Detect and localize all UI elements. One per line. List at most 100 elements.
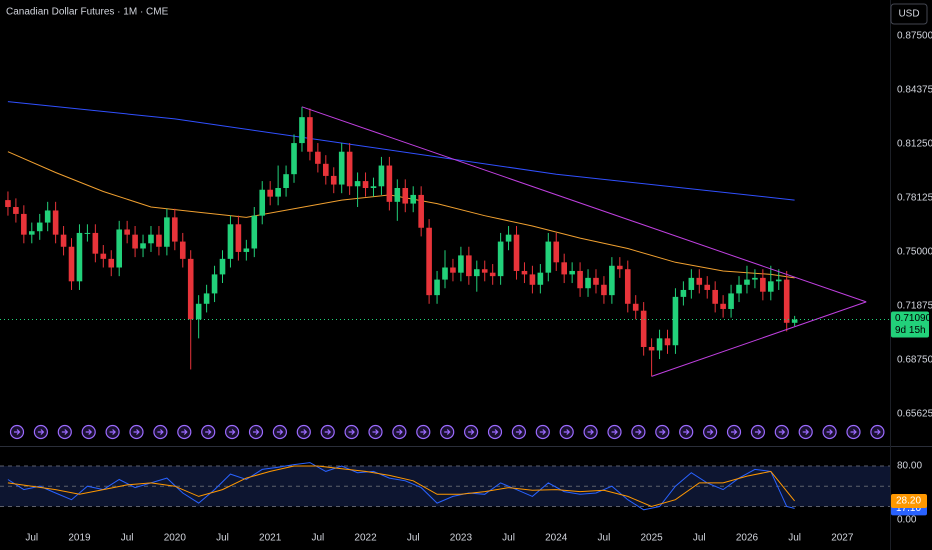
candle-body [354, 181, 361, 187]
candle-body [275, 188, 281, 197]
candle-body [672, 296, 679, 346]
candle-body [466, 255, 472, 277]
candle-body [728, 293, 734, 309]
candle-body [553, 241, 560, 263]
event-arrow [372, 429, 379, 435]
candle-body [561, 262, 567, 275]
event-arrow [826, 429, 833, 435]
countdown-label: 9d 15h [895, 325, 926, 336]
candle-body [744, 279, 750, 285]
candle-body [346, 151, 353, 187]
event-arrow [253, 429, 260, 435]
trend-line [301, 106, 867, 303]
candle-body [338, 151, 345, 185]
event-arrow [515, 429, 523, 435]
x-tick-label: Jul [25, 533, 38, 544]
candle-body [648, 346, 655, 351]
candle-body [585, 277, 591, 289]
candle-body [577, 270, 583, 289]
candle-body [760, 277, 766, 292]
candle-body [450, 267, 456, 273]
event-arrow [324, 429, 332, 435]
candle-body [386, 165, 393, 202]
event-arrow [109, 429, 116, 435]
candle-body [267, 189, 273, 197]
candle-body [529, 274, 536, 285]
candle-body [434, 279, 440, 296]
candle-body [140, 243, 146, 249]
candle-body [187, 258, 194, 320]
event-arrow [874, 429, 881, 435]
candle-body [315, 151, 321, 164]
candle-body [370, 186, 377, 189]
x-tick-label: 2024 [545, 533, 568, 544]
candle-body [259, 189, 266, 216]
event-arrow [754, 429, 762, 435]
candle-body [179, 241, 186, 259]
candle-body [60, 234, 67, 247]
event-arrow [850, 429, 857, 435]
chart-title: Canadian Dollar Futures · 1M · CME [6, 7, 169, 18]
y-tick-label: 0.87500 [897, 31, 932, 42]
candle-body [768, 281, 774, 292]
candle-body [211, 274, 218, 294]
candle-body [545, 241, 552, 273]
event-arrow [563, 429, 571, 435]
candle-body [291, 143, 297, 175]
x-tick-label: Jul [693, 533, 706, 544]
x-tick-label: Jul [407, 533, 420, 544]
candle-body [752, 277, 758, 280]
candle-body [36, 222, 43, 232]
candle-body [116, 229, 122, 268]
x-tick-label: Jul [598, 533, 611, 544]
candle-body [791, 319, 798, 323]
candle-body [52, 210, 59, 235]
y-tick-label: 80.00 [897, 461, 922, 472]
candle-body [418, 194, 424, 228]
candle-body [243, 248, 250, 252]
event-arrow [539, 429, 547, 435]
currency-box[interactable] [890, 3, 928, 25]
event-arrow [659, 429, 666, 435]
event-arrow [611, 429, 618, 435]
event-arrow [420, 429, 427, 435]
candle-body [307, 117, 313, 152]
candle-body [219, 258, 226, 275]
event-arrow [731, 429, 738, 435]
y-tick-label: 0.00 [897, 515, 917, 526]
candle-body [394, 188, 401, 202]
y-tick-label: 0.75000 [897, 247, 932, 258]
candle-body [783, 279, 790, 323]
last-price-label: 0.71090 [895, 313, 932, 324]
y-tick-label: 0.84375 [897, 85, 932, 96]
event-arrow [707, 429, 714, 435]
candle-body [688, 277, 695, 290]
event-arrow [802, 429, 810, 435]
event-arrow [205, 429, 212, 435]
candle-body [124, 229, 130, 235]
candle-body [569, 270, 575, 275]
candle-body [601, 284, 607, 296]
event-arrow [300, 429, 308, 435]
candle-body [696, 277, 703, 285]
candle-body [132, 234, 138, 249]
event-arrow [157, 429, 164, 435]
moving-average [7, 101, 795, 201]
candle-body [251, 215, 258, 249]
candle-body [410, 194, 417, 204]
event-arrow [587, 429, 594, 435]
event-arrow [85, 429, 93, 435]
event-arrow [444, 429, 451, 435]
candle-body [632, 303, 639, 311]
trend-line [651, 301, 867, 377]
candle-body [624, 269, 631, 304]
candle-body [100, 253, 107, 259]
y-tick-label: 0.81250 [897, 139, 932, 150]
candle-body [640, 310, 647, 347]
currency[interactable]: USD [898, 9, 919, 20]
rsi-last-label: 17.10 [896, 503, 921, 514]
candle-body [378, 165, 385, 187]
candle-body [330, 175, 337, 185]
x-tick-label: Jul [311, 533, 324, 544]
